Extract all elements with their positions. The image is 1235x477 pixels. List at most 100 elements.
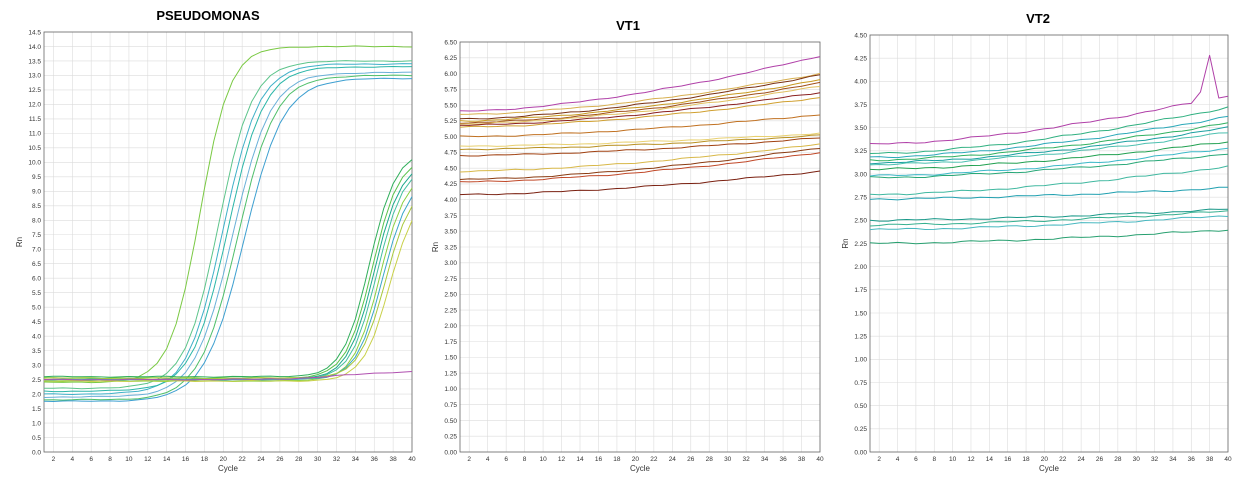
series-line bbox=[43, 66, 413, 393]
series-line bbox=[459, 56, 821, 112]
y-tick-label: 6.0 bbox=[32, 276, 41, 283]
series-line bbox=[869, 126, 1229, 165]
x-tick-label: 10 bbox=[125, 456, 133, 463]
y-tick-label: 2.75 bbox=[854, 194, 867, 201]
series-line bbox=[459, 148, 821, 180]
y-tick-label: 3.50 bbox=[444, 229, 457, 236]
chart-title: VT2 bbox=[1026, 11, 1050, 26]
x-tick-label: 38 bbox=[1206, 456, 1214, 463]
chart-panel-vt2: VT2 0.00 0.25 0.50 0.75 1.00 1.25 1.50 1.75 2.00 2… bbox=[830, 0, 1235, 477]
y-tick-label: 2.00 bbox=[444, 323, 457, 330]
y-tick-label: 0.0 bbox=[32, 449, 41, 456]
y-tick-label: 7.5 bbox=[32, 232, 41, 239]
y-tick-label: 7.0 bbox=[32, 247, 41, 254]
x-tick-label: 38 bbox=[798, 456, 806, 463]
y-tick-label: 3.0 bbox=[32, 362, 41, 369]
y-tick-label: 13.0 bbox=[28, 73, 41, 80]
y-tick-label: 1.75 bbox=[854, 287, 867, 294]
x-tick-label: 26 bbox=[1096, 456, 1104, 463]
y-tick-label: 12.5 bbox=[28, 87, 41, 94]
y-tick-label: 2.5 bbox=[32, 377, 41, 384]
chart-svg-vt1: VT1 0.00 0.25 0.50 0.75 1.00 1.25 1.50 1.75 2.00 2… bbox=[431, 18, 824, 473]
x-tick-label: 38 bbox=[390, 456, 398, 463]
x-axis-label: Cycle bbox=[630, 464, 651, 473]
x-axis-label: Cycle bbox=[1039, 464, 1060, 473]
series-line bbox=[869, 210, 1229, 227]
y-tick-label: 1.00 bbox=[444, 386, 457, 393]
series-line bbox=[869, 132, 1229, 166]
series-line bbox=[459, 134, 821, 151]
y-tick-label: 9.0 bbox=[32, 189, 41, 196]
x-tick-label: 22 bbox=[1059, 456, 1067, 463]
x-tick-label: 24 bbox=[669, 456, 677, 463]
y-tick-label: 5.75 bbox=[444, 87, 457, 94]
series-line bbox=[869, 147, 1229, 177]
x-tick-label: 40 bbox=[1224, 456, 1232, 463]
x-tick-label: 20 bbox=[632, 456, 640, 463]
x-tick-label: 26 bbox=[687, 456, 695, 463]
y-tick-label: 4.00 bbox=[444, 197, 457, 204]
chart-title: PSEUDOMONAS bbox=[156, 8, 260, 23]
x-tick-label: 34 bbox=[352, 456, 360, 463]
series-line bbox=[459, 152, 821, 183]
x-tick-label: 12 bbox=[144, 456, 152, 463]
y-tick-label: 6.00 bbox=[444, 71, 457, 78]
y-tick-label: 10.5 bbox=[28, 145, 41, 152]
x-tick-label: 16 bbox=[182, 456, 190, 463]
x-tick-label: 28 bbox=[1114, 456, 1122, 463]
series-line bbox=[459, 74, 821, 120]
chart-svg-pseudomonas: PSEUDOMONAS 0.0 0.5 1.0 1.5 2.0 2.5 3.0 3.5 4.0 4.… bbox=[15, 8, 416, 473]
y-tick-label: 3.75 bbox=[854, 102, 867, 109]
plot-frame bbox=[869, 34, 1229, 453]
series-line bbox=[459, 86, 821, 125]
series-line bbox=[43, 77, 413, 402]
y-tick-label: 6.5 bbox=[32, 261, 41, 268]
x-tick-label: 8 bbox=[932, 456, 936, 463]
y-tick-label: 2.50 bbox=[854, 218, 867, 225]
y-tick-label: 10.0 bbox=[28, 160, 41, 167]
chart-panel-pseudomonas: PSEUDOMONAS 0.0 0.5 1.0 1.5 2.0 2.5 3.0 3.5 4.0 4.… bbox=[0, 0, 420, 477]
series-line bbox=[43, 74, 413, 401]
y-tick-label: 5.5 bbox=[32, 290, 41, 297]
x-tick-label: 10 bbox=[949, 456, 957, 463]
series-line bbox=[869, 115, 1229, 159]
y-tick-label: 3.00 bbox=[854, 171, 867, 178]
series-line bbox=[43, 196, 413, 381]
series-line bbox=[459, 170, 821, 196]
y-tick-label: 4.5 bbox=[32, 319, 41, 326]
x-tick-label: 14 bbox=[986, 456, 994, 463]
y-tick-label: 3.75 bbox=[444, 213, 457, 220]
series-line bbox=[43, 187, 413, 382]
y-tick-label: 4.00 bbox=[854, 79, 867, 86]
chart-title: VT1 bbox=[616, 18, 640, 33]
x-tick-label: 4 bbox=[486, 456, 490, 463]
y-tick-label: 0.75 bbox=[854, 380, 867, 387]
series-line bbox=[459, 97, 821, 128]
series-line bbox=[459, 92, 821, 126]
x-tick-label: 30 bbox=[314, 456, 322, 463]
y-tick-label: 6.25 bbox=[444, 55, 457, 62]
y-tick-label: 8.5 bbox=[32, 203, 41, 210]
y-tick-label: 5.0 bbox=[32, 304, 41, 311]
series-line bbox=[869, 165, 1229, 196]
series-line bbox=[869, 153, 1229, 179]
y-tick-label: 6.50 bbox=[444, 39, 457, 46]
y-tick-label: 1.50 bbox=[444, 355, 457, 362]
series-line bbox=[459, 81, 821, 124]
series-line bbox=[43, 371, 413, 381]
x-tick-label: 6 bbox=[504, 456, 508, 463]
y-tick-label: 1.25 bbox=[854, 333, 867, 340]
x-tick-label: 34 bbox=[1169, 456, 1177, 463]
x-tick-label: 32 bbox=[1151, 456, 1159, 463]
y-tick-label: 0.50 bbox=[444, 418, 457, 425]
x-tick-label: 8 bbox=[108, 456, 112, 463]
series-line bbox=[43, 220, 413, 382]
x-tick-label: 16 bbox=[1004, 456, 1012, 463]
y-tick-label: 4.50 bbox=[444, 165, 457, 172]
y-tick-label: 2.0 bbox=[32, 391, 41, 398]
series-line bbox=[869, 215, 1229, 231]
series-line bbox=[43, 159, 413, 378]
series-line bbox=[459, 114, 821, 138]
x-tick-label: 32 bbox=[333, 456, 341, 463]
y-tick-label: 1.75 bbox=[444, 339, 457, 346]
